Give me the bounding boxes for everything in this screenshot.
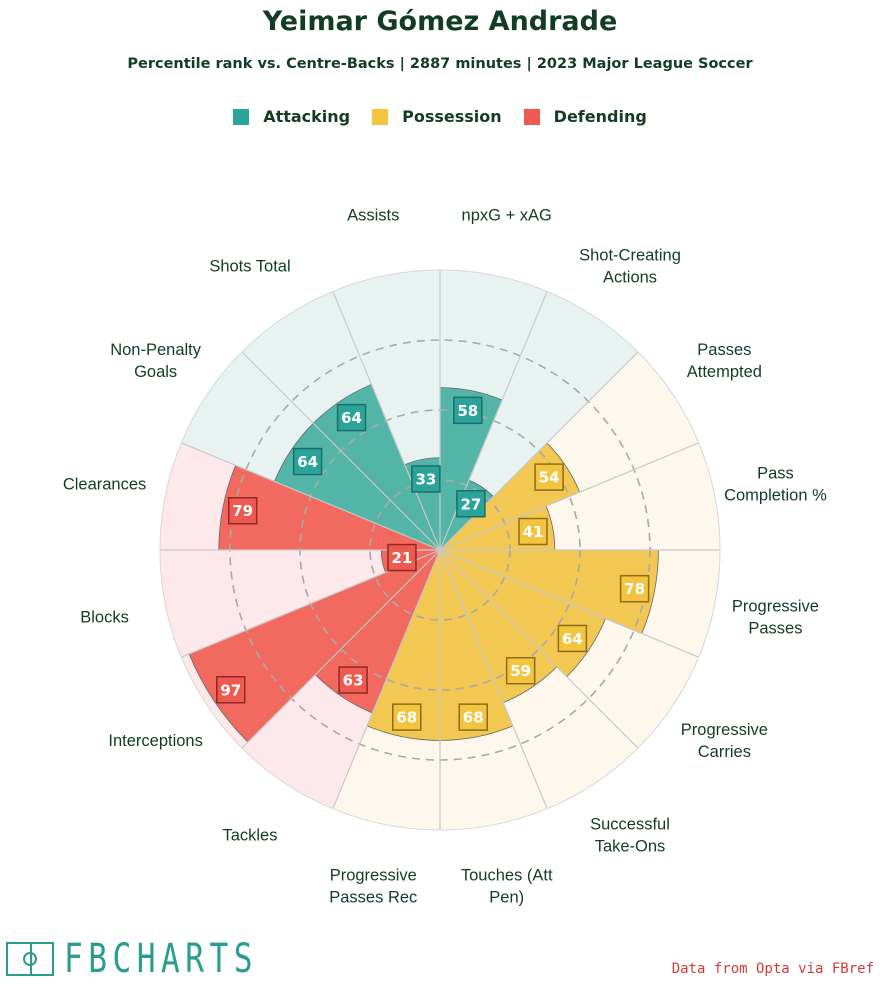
value-badge	[505, 656, 536, 685]
value-badge	[216, 676, 246, 704]
value-badge	[557, 624, 588, 653]
grid-spoke	[439, 549, 548, 809]
category-label: Non-Penalty Goals	[110, 341, 202, 381]
legend-label-defending: Defending	[553, 107, 647, 126]
category-label: Pass Completion %	[724, 464, 827, 504]
pitch-icon	[6, 942, 54, 976]
category-label: Clearances	[63, 475, 146, 493]
category-label: Progressive Passes	[732, 598, 819, 638]
value-label: 33	[415, 470, 436, 488]
logo-text: FBCHARTS	[64, 936, 258, 982]
value-label: 27	[460, 495, 481, 513]
value-label: 21	[392, 549, 413, 567]
legend-label-attacking: Attacking	[263, 107, 351, 126]
value-badge	[338, 666, 368, 694]
category-label: Passes Attempted	[687, 341, 762, 381]
category-label: Progressive Carries	[681, 721, 768, 761]
background-sector	[440, 291, 638, 550]
category-label: Shot-Creating Actions	[579, 247, 681, 287]
value-label: 64	[297, 453, 318, 471]
legend-swatch-defending	[523, 108, 540, 125]
value-label: 59	[510, 662, 531, 680]
grid-spoke	[241, 351, 441, 551]
value-label: 97	[220, 681, 241, 699]
category-label: Progressive Passes Rec	[329, 866, 417, 906]
category-label: Touches (Att Pen)	[461, 866, 553, 906]
value-badge	[336, 403, 367, 432]
grid-spoke	[241, 549, 441, 749]
value-badge	[411, 465, 441, 493]
background-sector	[160, 550, 440, 658]
legend: Attacking Possession Defending	[0, 107, 880, 126]
legend-item-attacking: Attacking	[233, 107, 350, 126]
category-label: Blocks	[80, 609, 129, 627]
value-label: 64	[562, 630, 583, 648]
grid-spoke	[332, 291, 441, 551]
grid-spoke	[181, 442, 441, 551]
category-label: Shots Total	[209, 258, 290, 276]
value-badge	[458, 703, 488, 731]
chart-title: Yeimar Gómez Andrade	[262, 6, 618, 37]
legend-item-defending: Defending	[523, 107, 647, 126]
value-label: 54	[539, 469, 560, 487]
value-label: 68	[463, 709, 484, 727]
data-source: Data from Opta via FBref	[671, 961, 874, 977]
grid-spoke	[332, 549, 441, 809]
grid-spoke	[439, 442, 699, 551]
value-badge	[387, 543, 417, 572]
legend-item-possession: Possession	[372, 107, 502, 126]
value-badge	[619, 574, 650, 603]
outer-ring	[159, 269, 721, 831]
legend-swatch-attacking	[233, 108, 250, 125]
value-badge	[534, 463, 564, 491]
value-label: 68	[396, 709, 417, 727]
category-label: Interceptions	[108, 732, 202, 750]
category-label: Successful Take-Ons	[590, 815, 670, 855]
value-badge	[227, 496, 258, 525]
legend-label-possession: Possession	[402, 107, 502, 126]
value-badge	[453, 396, 483, 425]
value-label: 64	[341, 409, 362, 427]
value-label: 79	[232, 502, 253, 520]
chart-subtitle: Percentile rank vs. Centre-Backs | 2887 …	[127, 56, 753, 72]
value-label: 58	[457, 402, 478, 420]
legend-swatch-possession	[372, 108, 389, 125]
value-label: 78	[624, 580, 645, 598]
value-label: 63	[343, 672, 364, 690]
value-badge	[292, 447, 323, 476]
value-badge	[392, 703, 422, 731]
value-badge	[518, 517, 548, 546]
fbcharts-logo: FBCHARTS	[6, 936, 313, 982]
category-label: Tackles	[222, 826, 277, 844]
value-badge	[456, 490, 486, 518]
grid-spoke	[439, 549, 699, 658]
value-label: 41	[523, 523, 544, 541]
category-label: npxG + xAG	[462, 207, 552, 225]
category-label: Assists	[347, 207, 399, 225]
grid-spoke	[439, 549, 639, 749]
